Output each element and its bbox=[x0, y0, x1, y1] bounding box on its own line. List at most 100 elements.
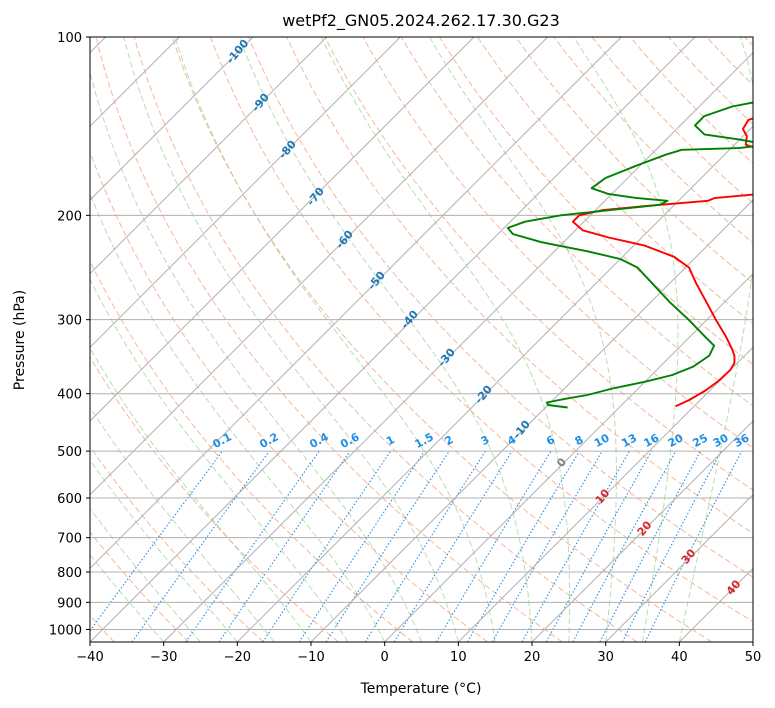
moist-adiabat bbox=[320, 37, 571, 642]
mixing-ratio-label: 0.1 bbox=[211, 430, 234, 451]
y-tick-label: 100 bbox=[57, 31, 82, 46]
mixing-ratio-line bbox=[644, 450, 743, 642]
dry-adiabat bbox=[744, 37, 753, 47]
dry-adiabat bbox=[248, 37, 753, 578]
mixing-ratio-line bbox=[185, 450, 320, 642]
temperature-profile-line bbox=[571, 117, 753, 408]
isotherm-line bbox=[90, 37, 475, 422]
mixing-ratio-line bbox=[467, 450, 580, 642]
mixing-ratio-lines bbox=[90, 450, 743, 642]
mixing-ratio-label: 20 bbox=[666, 431, 686, 450]
dry-adiabat bbox=[706, 37, 753, 86]
mixing-ratio-label: 30 bbox=[711, 431, 731, 450]
mixing-ratio-line bbox=[131, 450, 270, 642]
y-tick-label: 800 bbox=[57, 566, 82, 581]
y-tick-label: 200 bbox=[57, 209, 82, 224]
x-axis-ticks: −40 −30 −20 −10 0 10 20 30 40 50 bbox=[76, 642, 761, 665]
y-tick-label: 300 bbox=[57, 314, 82, 329]
x-tick-label: 30 bbox=[597, 650, 614, 665]
moist-adiabat bbox=[90, 70, 422, 642]
dry-adiabat bbox=[90, 150, 488, 642]
mixing-ratio-label: 13 bbox=[619, 431, 639, 450]
y-axis-ticks: 100 200 300 400 500 600 700 800 900 1000 bbox=[49, 31, 90, 638]
mixing-ratio-line bbox=[599, 450, 701, 642]
moist-adiabats bbox=[90, 37, 753, 642]
dry-adiabat bbox=[90, 445, 264, 642]
mixing-ratio-line bbox=[364, 450, 486, 642]
mixing-ratio-line bbox=[393, 450, 513, 642]
mixing-ratio-label: 6 bbox=[544, 433, 557, 448]
x-tick-label: −20 bbox=[224, 650, 251, 665]
x-tick-label: 40 bbox=[671, 650, 688, 665]
dry-adiabat-label: -70 bbox=[304, 185, 327, 209]
dewpoint-profile-line bbox=[506, 101, 753, 409]
chart-title: wetPf2_GN05.2024.262.17.30.G23 bbox=[282, 11, 560, 31]
mixing-ratio-label: 16 bbox=[642, 431, 662, 450]
dry-adiabat-label: 0 bbox=[554, 455, 569, 469]
mixing-ratio-line bbox=[298, 450, 425, 642]
mixing-ratio-line bbox=[90, 450, 223, 632]
x-tick-label: −40 bbox=[76, 650, 103, 665]
x-tick-label: 20 bbox=[524, 650, 541, 665]
isotherm-line bbox=[90, 37, 549, 496]
moist-adiabat bbox=[238, 37, 533, 642]
dry-adiabat bbox=[133, 37, 638, 642]
mixing-ratio-line bbox=[218, 450, 351, 642]
mixing-ratio-label: 8 bbox=[573, 433, 586, 448]
dry-adiabat-label: -100 bbox=[224, 37, 252, 67]
y-tick-label: 1000 bbox=[49, 623, 82, 638]
isotherm-line bbox=[90, 37, 254, 201]
dry-adiabat bbox=[90, 259, 414, 642]
x-tick-label: −10 bbox=[297, 650, 324, 665]
isotherm-line bbox=[384, 272, 753, 642]
moist-adiabat bbox=[90, 553, 165, 642]
x-tick-label: −30 bbox=[150, 650, 177, 665]
mixing-ratio-label: 3 bbox=[479, 433, 492, 448]
moist-adiabat bbox=[90, 192, 386, 642]
y-tick-label: 700 bbox=[57, 532, 82, 547]
dry-adiabat bbox=[210, 37, 753, 623]
mixing-ratio-label: 0.4 bbox=[307, 430, 331, 451]
mixing-ratio-label: 0.2 bbox=[257, 430, 280, 451]
dry-adiabat bbox=[515, 37, 753, 284]
moist-adiabat bbox=[90, 459, 238, 642]
mixing-ratio-line bbox=[521, 450, 630, 642]
dry-adiabat bbox=[90, 531, 190, 642]
mixing-ratio-label: 36 bbox=[732, 431, 752, 450]
plot-area: -100-90-80-70-60-50-40-30-20-10010203040… bbox=[90, 37, 753, 642]
y-axis-label: Pressure (hPa) bbox=[12, 290, 28, 390]
x-tick-label: 10 bbox=[450, 650, 467, 665]
y-tick-label: 400 bbox=[57, 388, 82, 403]
moist-adiabat bbox=[678, 37, 753, 642]
isotherm-line bbox=[752, 641, 753, 642]
moist-adiabat bbox=[174, 37, 496, 642]
dry-adiabat-label: -40 bbox=[398, 308, 421, 332]
mixing-ratio-line bbox=[262, 450, 392, 642]
isotherm-line bbox=[90, 37, 401, 349]
x-tick-label: 0 bbox=[381, 650, 389, 665]
plot-frame bbox=[89, 36, 754, 643]
moist-adiabat bbox=[90, 347, 312, 642]
dry-adiabat-label: -20 bbox=[472, 383, 495, 407]
isotherm-line bbox=[236, 125, 753, 642]
dry-adiabat-label: -50 bbox=[365, 269, 388, 293]
moist-adiabat bbox=[90, 406, 275, 642]
mixing-ratio-label: 1 bbox=[384, 433, 397, 448]
dry-adiabat-label: -30 bbox=[435, 346, 458, 370]
mixing-ratio-line bbox=[572, 450, 677, 642]
mixing-ratio-label: 2 bbox=[443, 433, 456, 448]
dry-adiabat-label: 10 bbox=[593, 486, 613, 506]
moist-adiabat bbox=[123, 37, 459, 642]
skewed-isotherms bbox=[90, 37, 753, 642]
mixing-ratio-label: 25 bbox=[690, 431, 710, 450]
moist-adiabat bbox=[90, 507, 201, 642]
x-axis-label: Temperature (°C) bbox=[360, 681, 482, 697]
mixing-ratio-label: 10 bbox=[592, 431, 612, 450]
y-tick-label: 500 bbox=[57, 445, 82, 460]
mixing-ratio-line bbox=[325, 450, 450, 642]
isotherm-line bbox=[90, 37, 696, 642]
moist-adiabat bbox=[573, 37, 679, 642]
y-tick-label: 600 bbox=[57, 492, 82, 507]
dry-adiabat bbox=[90, 356, 339, 642]
pressure-gridlines bbox=[90, 37, 753, 630]
